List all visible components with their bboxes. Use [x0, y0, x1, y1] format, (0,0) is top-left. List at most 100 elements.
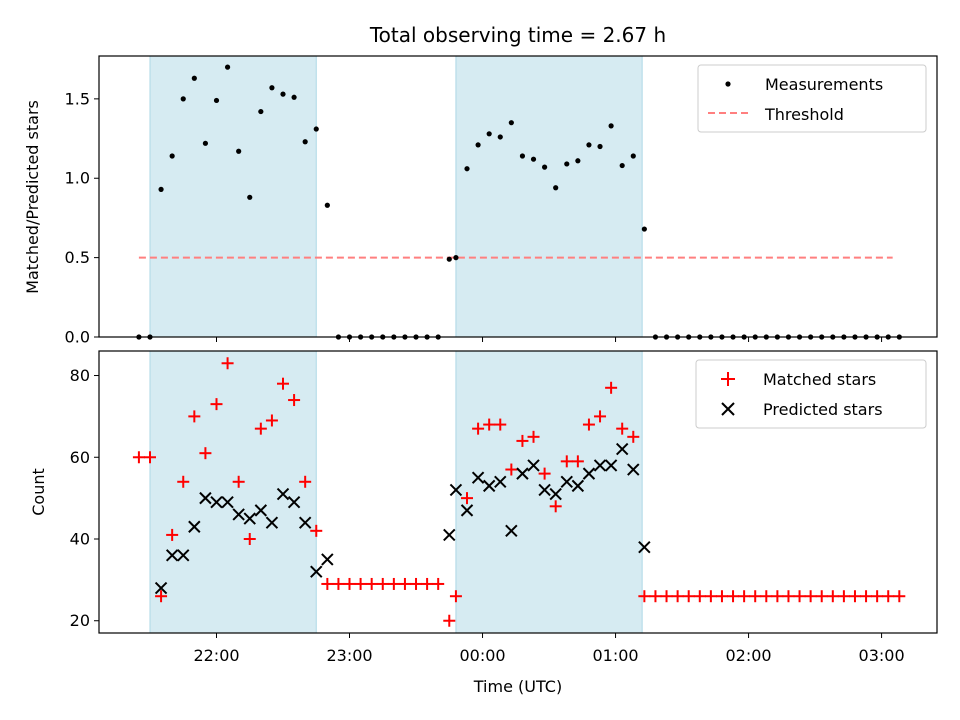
predicted-star-point	[560, 475, 573, 488]
matched-star-point	[704, 590, 717, 603]
observing-window-shade	[149, 56, 317, 337]
matched-star-point	[143, 451, 156, 464]
matched-star-point	[738, 590, 751, 603]
bottom-y-axis-label: Count	[29, 468, 48, 516]
y-tick-label: 60	[70, 448, 90, 467]
predicted-star-stroke	[482, 479, 496, 493]
measurement-point	[202, 140, 209, 146]
top-panel: 0.0 0.5 1.0 1.5 Matched/Predicted stars Mea…	[23, 55, 938, 347]
matched-star-point	[376, 577, 389, 590]
matched-star-point	[177, 475, 190, 488]
observing-window-shade	[455, 56, 643, 337]
predicted-star-stroke	[494, 475, 507, 488]
predicted-star-stroke	[165, 549, 179, 562]
matched-star-points	[132, 357, 906, 627]
x-tick-label: 22:00	[193, 646, 239, 665]
observing-window-shade	[455, 351, 643, 633]
matched-star-point	[188, 410, 201, 423]
measurement-point	[464, 166, 470, 172]
matched-star-point	[288, 394, 301, 407]
predicted-star-point	[276, 487, 290, 501]
y-tick-label: 80	[70, 366, 90, 385]
matched-star-point	[461, 492, 474, 505]
matched-star-point	[616, 422, 629, 435]
y-tick-label: 1.5	[65, 89, 90, 108]
top-x-ticks	[215, 337, 883, 342]
predicted-star-stroke	[527, 459, 540, 472]
predicted-star-stroke	[593, 459, 607, 472]
matched-star-point	[310, 524, 323, 537]
matched-star-point	[410, 577, 423, 590]
measurement-point	[564, 161, 570, 167]
matched-star-point	[254, 422, 267, 435]
y-tick-label: 20	[70, 611, 90, 630]
top-shading-group	[149, 56, 643, 337]
predicted-star-stroke	[627, 463, 640, 476]
predicted-star-stroke	[516, 467, 529, 480]
matched-star-point	[571, 455, 584, 468]
predicted-star-stroke	[276, 487, 290, 501]
predicted-star-stroke	[582, 467, 596, 480]
matched-star-point	[848, 590, 861, 603]
predicted-star-point	[199, 491, 212, 505]
matched-star-point	[793, 590, 806, 603]
predicted-star-point	[482, 479, 496, 493]
measurement-point	[497, 134, 503, 140]
measurement-point	[224, 64, 231, 70]
predicted-star-stroke	[188, 520, 201, 533]
measurement-point	[619, 162, 625, 169]
y-tick-label: 0.0	[65, 328, 90, 347]
legend-matched-stars: Matched stars	[763, 370, 876, 389]
predicted-star-stroke	[254, 504, 268, 517]
predicted-star-point	[287, 496, 301, 509]
predicted-star-stroke	[265, 516, 279, 529]
predicted-star-stroke	[560, 475, 573, 488]
matched-star-point	[243, 533, 256, 545]
legend-predicted-stars: Predicted stars	[763, 400, 883, 419]
matched-star-point	[516, 434, 529, 447]
bottom-x-ticks: 22:00 23:00 00:00 01:00 02:00 03:00	[193, 633, 905, 665]
predicted-star-point	[516, 467, 529, 480]
matched-star-point	[132, 451, 145, 464]
matched-star-point	[594, 410, 607, 423]
matched-star-point	[343, 577, 356, 590]
matched-star-point	[387, 577, 400, 590]
predicted-star-stroke	[221, 496, 234, 509]
predicted-star-point	[165, 549, 179, 562]
top-y-axis-label: Matched/Predicted stars	[23, 100, 42, 294]
predicted-star-point	[321, 553, 334, 566]
matched-star-point	[727, 590, 740, 603]
predicted-star-stroke	[310, 565, 323, 578]
top-y-ticks: 0.0 0.5 1.0 1.5	[65, 89, 99, 347]
predicted-star-stroke	[471, 471, 485, 484]
predicted-star-point	[571, 479, 585, 493]
y-tick-label: 40	[70, 530, 90, 549]
predicted-star-point	[638, 540, 651, 554]
matched-star-point	[155, 590, 168, 603]
measurement-point	[630, 153, 636, 159]
predicted-star-point	[310, 565, 323, 578]
x-tick-label: 00:00	[459, 646, 505, 665]
measurement-point	[586, 142, 592, 148]
measurement-point	[302, 139, 308, 145]
measurements-legend-marker	[725, 81, 731, 87]
measurement-point	[313, 126, 319, 132]
measurement-point	[608, 123, 614, 129]
measurement-point	[213, 97, 220, 104]
matched-star-point	[815, 590, 828, 603]
predicted-star-stroke	[460, 504, 474, 517]
matched-star-point	[494, 418, 507, 431]
predicted-star-point	[177, 549, 190, 562]
predicted-star-stroke	[538, 483, 551, 497]
measurement-point	[519, 153, 526, 159]
predicted-star-point	[582, 467, 596, 480]
matched-star-point	[693, 590, 706, 603]
predicted-star-stroke	[232, 508, 245, 521]
predicted-star-stroke	[604, 459, 618, 472]
matched-star-point	[549, 500, 562, 513]
predicted-star-point	[615, 442, 629, 456]
predicted-star-point	[188, 520, 201, 533]
matched-star-point	[582, 418, 595, 431]
predicted-star-stroke	[298, 516, 312, 529]
